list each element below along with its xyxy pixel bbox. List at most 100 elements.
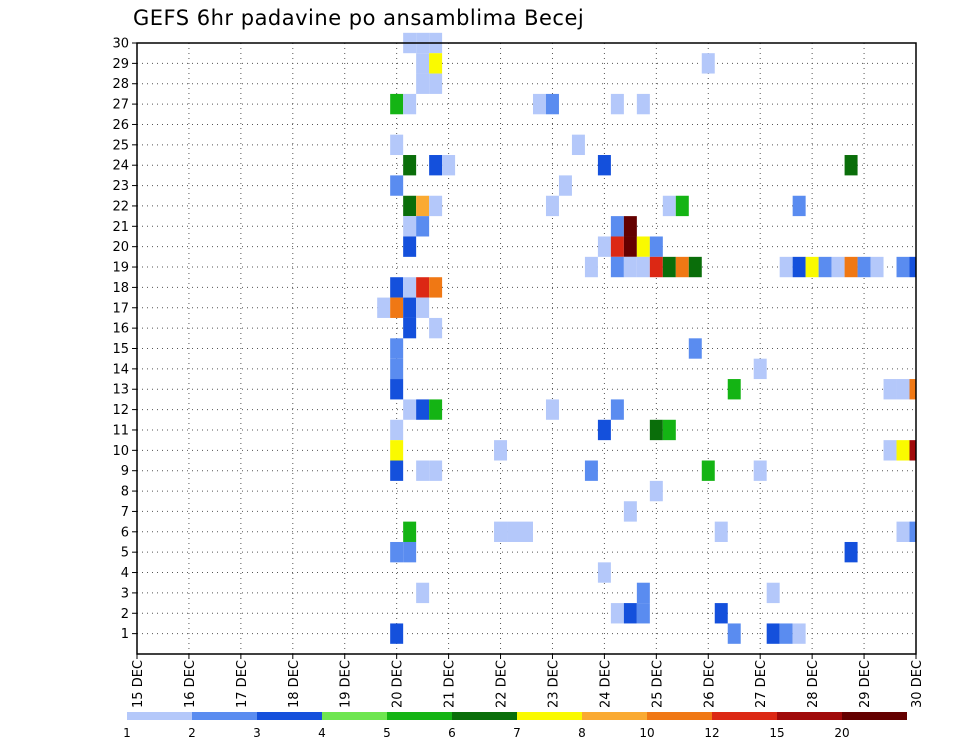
y-tick-label: 28 bbox=[112, 77, 129, 92]
heatmap-cell bbox=[403, 297, 417, 318]
heatmap-cell bbox=[792, 256, 806, 278]
heatmap-cell bbox=[442, 155, 456, 176]
x-tick-label: 23 DEC bbox=[546, 660, 561, 708]
legend-swatch bbox=[387, 712, 452, 720]
legend-swatch bbox=[647, 712, 712, 720]
heatmap-cell bbox=[844, 541, 858, 563]
heatmap-cell bbox=[403, 399, 417, 420]
heatmap-cell bbox=[883, 440, 897, 461]
y-tick-label: 15 bbox=[112, 342, 129, 357]
heatmap-cell bbox=[844, 256, 858, 278]
heatmap-cell bbox=[649, 256, 663, 278]
heatmap-cell bbox=[403, 317, 417, 339]
heatmap-cell bbox=[636, 603, 650, 624]
heatmap-cell bbox=[403, 93, 417, 115]
legend-label: 2 bbox=[188, 726, 196, 740]
heatmap-cell bbox=[390, 297, 404, 318]
y-tick-label: 24 bbox=[112, 159, 129, 174]
y-tick-label: 14 bbox=[112, 362, 129, 377]
heatmap-cell bbox=[896, 379, 910, 400]
heatmap-cell bbox=[416, 460, 430, 481]
heatmap-cell bbox=[701, 460, 715, 481]
heatmap-cell bbox=[857, 256, 871, 278]
y-tick-label: 12 bbox=[112, 403, 129, 418]
heatmap-cell bbox=[429, 460, 443, 481]
y-axis: 1234567891011121314151617181920212223242… bbox=[112, 37, 137, 642]
heatmap-cell bbox=[416, 195, 430, 217]
x-tick-label: 20 DEC bbox=[391, 660, 406, 708]
legend-label: 3 bbox=[253, 726, 261, 740]
heatmap-cell bbox=[610, 399, 624, 420]
heatmap-cell bbox=[896, 440, 910, 461]
heatmap-cell bbox=[416, 582, 430, 604]
x-tick-label: 27 DEC bbox=[754, 660, 769, 708]
heatmap-cell bbox=[545, 93, 559, 115]
y-tick-label: 10 bbox=[112, 444, 129, 459]
heatmap-cell bbox=[610, 236, 624, 257]
heatmap-cell bbox=[390, 379, 404, 400]
heatmap-cell bbox=[675, 256, 689, 278]
heatmap-cell bbox=[597, 155, 611, 176]
y-tick-label: 27 bbox=[112, 98, 129, 113]
heatmap-cell bbox=[390, 623, 404, 644]
heatmap-cell bbox=[429, 399, 443, 420]
y-tick-label: 21 bbox=[112, 220, 129, 235]
heatmap-cell bbox=[870, 256, 884, 278]
heatmap-cell bbox=[429, 317, 443, 339]
legend-swatch bbox=[322, 712, 387, 720]
heatmap-cell bbox=[610, 216, 624, 237]
y-tick-label: 19 bbox=[112, 261, 129, 276]
heatmap-cell bbox=[545, 399, 559, 420]
legend-label: 8 bbox=[578, 726, 586, 740]
heatmap-cell bbox=[403, 236, 417, 257]
heatmap-cell bbox=[416, 277, 430, 298]
heatmap-cell bbox=[766, 582, 780, 604]
y-tick-label: 4 bbox=[121, 566, 129, 581]
heatmap-cell bbox=[429, 195, 443, 217]
heatmap-cell bbox=[390, 134, 404, 156]
y-tick-label: 25 bbox=[112, 138, 129, 153]
heatmap-cell bbox=[597, 419, 611, 441]
legend-swatch bbox=[452, 712, 517, 720]
heatmap-cell bbox=[896, 256, 910, 278]
heatmap-cell bbox=[507, 521, 521, 542]
legend-label: 12 bbox=[704, 726, 719, 740]
heatmap-cell bbox=[883, 379, 897, 400]
x-tick-label: 18 DEC bbox=[287, 660, 302, 708]
heatmap-cell bbox=[416, 216, 430, 237]
legend-swatch bbox=[192, 712, 257, 720]
heatmap-cell bbox=[390, 277, 404, 298]
x-tick-label: 29 DEC bbox=[858, 660, 873, 708]
heatmap-cell bbox=[390, 419, 404, 441]
heatmap-cell bbox=[649, 419, 663, 441]
heatmap-cell bbox=[805, 256, 819, 278]
color-legend: 1 2 3 4 5 6 7 8 10 12 15 20 bbox=[123, 712, 907, 740]
heatmap-cell bbox=[545, 195, 559, 217]
heatmap-cell bbox=[532, 93, 546, 115]
heatmap-cell bbox=[403, 521, 417, 542]
y-tick-label: 11 bbox=[112, 423, 129, 438]
heatmap-cell bbox=[649, 236, 663, 257]
heatmap-cell bbox=[636, 93, 650, 115]
grid-lines bbox=[137, 43, 916, 654]
heatmap-cell bbox=[662, 419, 676, 441]
x-tick-label: 26 DEC bbox=[702, 660, 717, 708]
y-tick-label: 29 bbox=[112, 57, 129, 72]
x-tick-label: 17 DEC bbox=[235, 660, 250, 708]
x-tick-label: 19 DEC bbox=[339, 660, 354, 708]
heatmap-cell bbox=[675, 195, 689, 217]
heatmap-cell bbox=[390, 338, 404, 359]
heatmap-cell bbox=[831, 256, 845, 278]
y-tick-label: 9 bbox=[121, 464, 129, 479]
x-tick-label: 25 DEC bbox=[650, 660, 665, 708]
heatmap-cells bbox=[377, 32, 916, 644]
heatmap-cell bbox=[779, 623, 793, 644]
x-tick-label: 28 DEC bbox=[806, 660, 821, 708]
plot-frame bbox=[136, 42, 917, 655]
heatmap-cell bbox=[390, 541, 404, 563]
x-tick-label: 30 DEC bbox=[910, 660, 925, 708]
legend-label: 15 bbox=[769, 726, 784, 740]
heatmap-cell bbox=[688, 338, 702, 359]
y-tick-label: 6 bbox=[121, 525, 129, 540]
heatmap-cell bbox=[610, 256, 624, 278]
